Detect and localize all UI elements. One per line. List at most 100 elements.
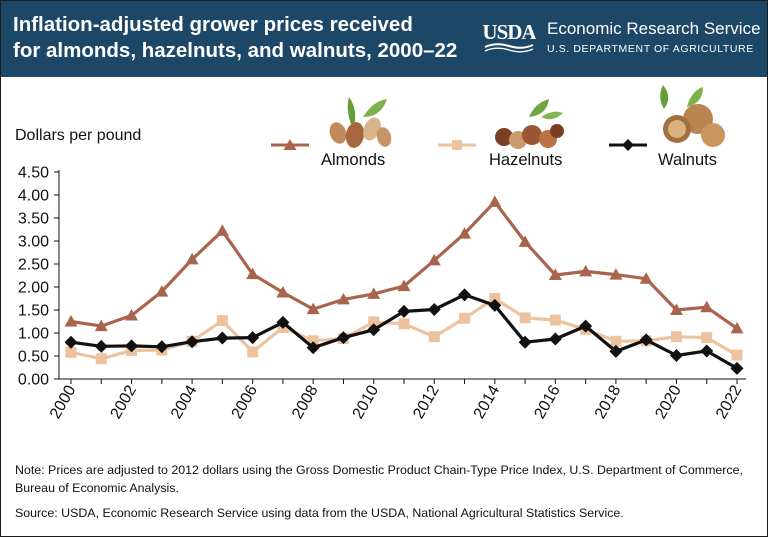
data-point-walnuts [367,323,381,337]
data-point-walnuts [64,335,78,349]
data-point-walnuts [488,298,502,312]
agency-name: Economic Research Service [547,19,761,38]
data-point-almonds [246,267,260,280]
y-tick-label: 0.50 [18,349,49,366]
data-point-walnuts [518,335,532,349]
data-point-almonds [488,195,502,207]
data-point-walnuts [397,304,411,318]
x-tick-label: 2012 [410,382,443,421]
data-point-almonds [185,252,199,265]
data-point-hazelnuts [489,293,501,304]
y-tick-label: 4.50 [18,165,49,182]
data-point-walnuts [730,361,744,375]
data-point-almonds [427,253,441,266]
y-tick-label: 2.00 [18,280,49,297]
data-point-hazelnuts [701,332,713,344]
data-point-walnuts [336,331,350,345]
data-point-hazelnuts [519,312,531,324]
data-point-almonds [336,292,350,305]
data-point-hazelnuts [307,335,319,347]
data-point-hazelnuts [216,315,228,327]
data-point-almonds [276,286,290,298]
data-point-walnuts [155,340,169,354]
data-point-hazelnuts [398,318,410,330]
data-point-walnuts [276,315,290,329]
x-tick-label: 2014 [471,382,504,421]
data-point-walnuts [548,332,562,346]
data-point-hazelnuts [459,312,471,324]
x-axis-ticks: 2000 2002 2004 2006 2008 2010 2012 2014 2016 2018… [47,379,746,422]
chart-source: Source: USDA, Economic Research Service … [15,506,624,520]
data-point-hazelnuts [65,346,77,358]
series-walnuts [64,288,744,375]
x-tick-label: 2018 [592,382,625,421]
x-tick-label: 2022 [713,382,746,421]
data-point-almonds [367,287,381,299]
data-point-almonds [215,224,229,236]
x-tick-label: 2010 [350,382,383,421]
data-point-hazelnuts [428,331,440,343]
y-tick-label: 3.00 [18,234,49,251]
data-point-walnuts [94,339,108,353]
hazelnuts-illustration-icon [495,99,564,149]
data-point-walnuts [246,331,260,345]
data-point-walnuts [125,339,139,353]
data-point-walnuts [669,349,683,363]
x-tick-label: 2000 [47,382,80,421]
data-point-almonds [125,309,139,321]
data-point-almonds [700,300,714,313]
y-axis-label: Dollars per pound [15,127,141,144]
data-point-walnuts [185,335,199,349]
legend: Almonds Hazelnuts Walnuts [271,139,717,169]
legend-label-walnuts: Walnuts [658,151,717,169]
x-tick-label: 2020 [652,382,685,421]
data-point-walnuts [427,303,441,317]
header-banner: Inflation-adjusted grower prices receive… [1,1,767,77]
data-point-almonds [609,268,623,280]
data-point-walnuts [700,344,714,358]
x-tick-label: 2002 [107,382,140,421]
data-point-almonds [155,285,169,297]
data-point-almonds [518,235,532,247]
series-almonds [64,195,744,334]
usda-logo-icon: USDA [482,20,536,53]
y-tick-label: 2.50 [18,257,49,274]
legend-item-hazelnuts: Hazelnuts [438,140,562,169]
data-point-walnuts [215,331,229,345]
usda-logo-text: USDA [482,20,536,44]
series-layer [64,195,744,375]
data-point-hazelnuts [368,316,380,328]
almonds-illustration-icon [329,97,392,148]
x-tick-label: 2008 [289,382,322,421]
y-tick-label: 1.00 [18,326,49,343]
data-point-almonds [730,321,744,334]
data-point-hazelnuts [670,331,682,343]
data-point-walnuts [639,333,653,347]
legend-item-walnuts: Walnuts [609,139,717,169]
data-point-walnuts [579,319,593,333]
x-tick-label: 2016 [531,382,564,421]
line-chart: Dollars per pound Almonds Hazelnuts Waln… [15,85,746,422]
department-name: U.S. DEPARTMENT OF AGRICULTURE [547,43,754,55]
chart-title: Inflation-adjusted grower prices receive… [13,12,473,64]
data-point-almonds [548,268,562,281]
y-tick-label: 0.00 [18,372,49,389]
data-point-almonds [64,315,78,327]
y-tick-label: 4.00 [18,188,49,205]
x-tick-label: 2004 [168,382,201,421]
data-point-hazelnuts [95,353,107,365]
data-point-hazelnuts [247,346,259,358]
y-tick-label: 3.50 [18,211,49,228]
legend-item-almonds: Almonds [271,139,385,169]
chart-note: Note: Prices are adjusted to 2012 dollar… [15,463,743,495]
data-point-walnuts [609,344,623,358]
series-hazelnuts [65,293,743,365]
data-point-almonds [458,227,472,239]
data-point-hazelnuts [731,349,743,361]
legend-label-hazelnuts: Hazelnuts [489,151,562,169]
title-line-1: Inflation-adjusted grower prices receive… [13,13,413,36]
data-point-almonds [669,303,683,315]
x-tick-label: 2006 [229,382,262,421]
y-axis-ticks: 0.00 0.50 1.00 1.50 2.00 2.50 3.00 3.50 4.00 4.50 [18,165,59,389]
